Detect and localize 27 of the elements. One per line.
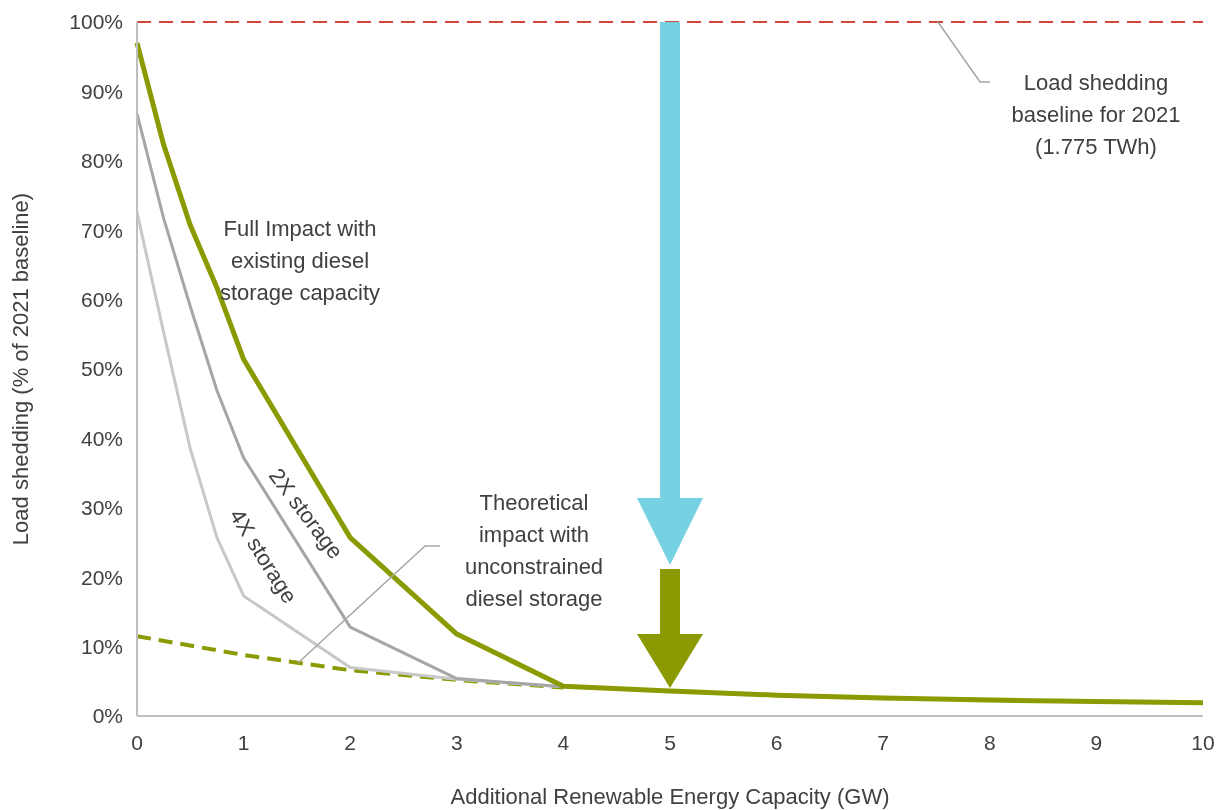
y-tick-label: 70% xyxy=(80,218,123,242)
x-tick-label: 5 xyxy=(664,731,676,754)
x-tick-label: 10 xyxy=(1191,731,1215,754)
x-tick-label: 6 xyxy=(770,731,783,754)
x-tick-label: 4 xyxy=(557,731,570,754)
y-tick-label: 80% xyxy=(80,149,123,173)
x-tick-label: 0 xyxy=(131,731,143,754)
y-tick-label: 20% xyxy=(80,565,123,589)
y-tick-label: 100% xyxy=(69,10,123,34)
y-tick-label: 90% xyxy=(80,79,123,103)
x-tick-label: 8 xyxy=(983,731,996,754)
y-tick-label: 40% xyxy=(80,426,123,450)
y-tick-label: 60% xyxy=(80,287,123,311)
y-tick-label: 10% xyxy=(80,634,123,658)
x-tick-label: 1 xyxy=(237,731,250,754)
y-tick-label: 0% xyxy=(92,704,123,728)
x-tick-label: 2 xyxy=(344,731,357,754)
x-axis-title: Additional Renewable Energy Capacity (GW) xyxy=(450,784,890,809)
series-label: Full Impact with existing diesel storage capacity xyxy=(219,216,381,305)
ref-line-label: Load shedding baseline for 2021 (1.775 TWh) xyxy=(1011,70,1181,159)
y-tick-label: 30% xyxy=(80,496,123,520)
y-axis-title: Load shedding (% of 2021 baseline) xyxy=(8,192,33,546)
x-tick-label: 9 xyxy=(1090,731,1103,754)
x-tick-label: 7 xyxy=(877,731,890,754)
text: Theoretical impact with unconstrained diesel storage xyxy=(464,490,604,611)
x-tick-label: 3 xyxy=(450,731,463,754)
y-tick-label: 50% xyxy=(80,357,123,381)
